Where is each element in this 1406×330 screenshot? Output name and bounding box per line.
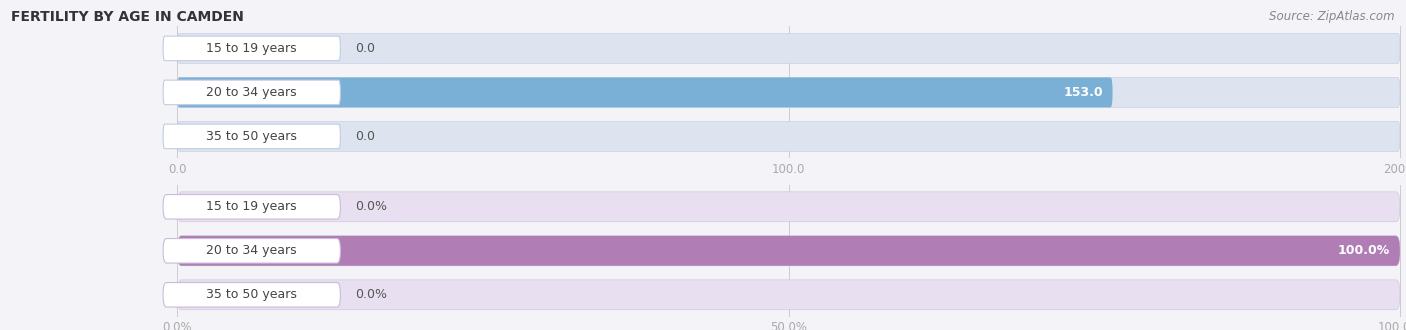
Text: FERTILITY BY AGE IN CAMDEN: FERTILITY BY AGE IN CAMDEN xyxy=(11,10,245,24)
Text: 0.0: 0.0 xyxy=(356,42,375,55)
Text: 35 to 50 years: 35 to 50 years xyxy=(207,130,297,143)
Text: 100.0%: 100.0% xyxy=(1339,244,1391,257)
Text: 15 to 19 years: 15 to 19 years xyxy=(207,42,297,55)
FancyBboxPatch shape xyxy=(163,239,340,263)
FancyBboxPatch shape xyxy=(163,194,340,219)
Text: Source: ZipAtlas.com: Source: ZipAtlas.com xyxy=(1270,10,1395,23)
FancyBboxPatch shape xyxy=(177,121,1400,151)
Text: 153.0: 153.0 xyxy=(1063,86,1102,99)
FancyBboxPatch shape xyxy=(177,78,1112,107)
FancyBboxPatch shape xyxy=(177,78,1400,107)
FancyBboxPatch shape xyxy=(163,124,340,149)
FancyBboxPatch shape xyxy=(177,280,1400,310)
Text: 15 to 19 years: 15 to 19 years xyxy=(207,200,297,213)
Text: 35 to 50 years: 35 to 50 years xyxy=(207,288,297,301)
FancyBboxPatch shape xyxy=(177,192,1400,222)
Text: 0.0%: 0.0% xyxy=(356,288,387,301)
FancyBboxPatch shape xyxy=(163,282,340,307)
FancyBboxPatch shape xyxy=(177,236,1400,266)
Text: 20 to 34 years: 20 to 34 years xyxy=(207,86,297,99)
Text: 0.0: 0.0 xyxy=(356,130,375,143)
FancyBboxPatch shape xyxy=(177,33,1400,63)
Text: 0.0%: 0.0% xyxy=(356,200,387,213)
FancyBboxPatch shape xyxy=(163,36,340,61)
FancyBboxPatch shape xyxy=(177,236,1400,266)
FancyBboxPatch shape xyxy=(163,80,340,105)
Text: 20 to 34 years: 20 to 34 years xyxy=(207,244,297,257)
